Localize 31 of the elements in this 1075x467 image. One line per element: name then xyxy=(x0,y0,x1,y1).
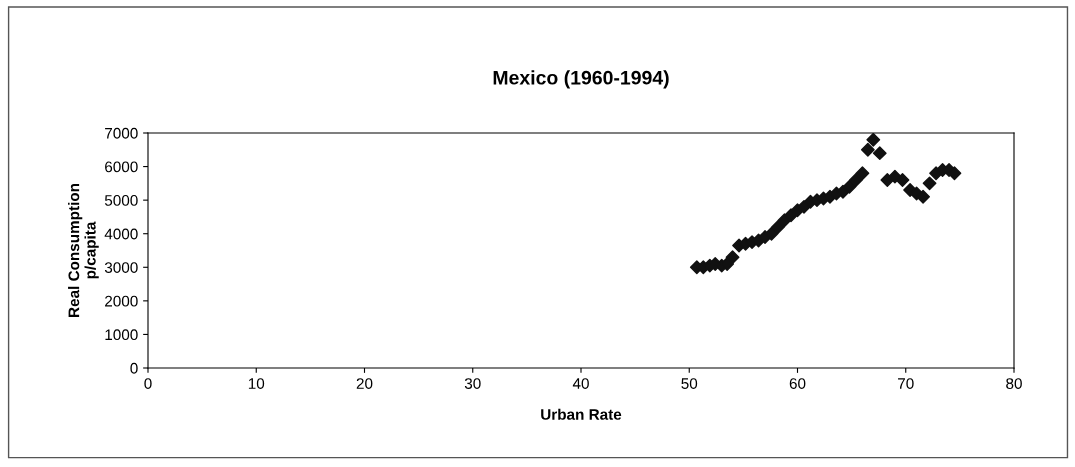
x-tick-label: 50 xyxy=(681,378,698,389)
x-tick-label: 70 xyxy=(898,378,914,389)
x-tick-label: 10 xyxy=(248,378,265,389)
point xyxy=(771,220,785,234)
point xyxy=(922,176,937,191)
y-tick-label: 2000 xyxy=(105,295,138,307)
y-tick-label: 6000 xyxy=(105,161,138,173)
y-tick-label: 5000 xyxy=(104,195,138,206)
point xyxy=(725,250,740,265)
x-tick-label: 80 xyxy=(1006,378,1022,389)
y-axis-title: Real Consumption p/capita xyxy=(68,183,99,317)
point xyxy=(849,173,863,187)
point xyxy=(895,173,910,187)
point xyxy=(855,166,870,181)
y-tick-label: 4000 xyxy=(104,228,138,240)
x-axis-title: Urban Rate xyxy=(541,408,622,420)
y-tick-label: 3000 xyxy=(104,262,138,273)
y-tick-label: 7000 xyxy=(105,127,138,139)
x-tick-label: 60 xyxy=(789,378,806,389)
point xyxy=(860,142,875,157)
y-tick-label: 1000 xyxy=(105,329,138,341)
chart-title: Mexico (1960-1994) xyxy=(493,70,669,89)
y-tick-label: 0 xyxy=(130,362,138,374)
point xyxy=(866,133,881,147)
x-tick-label: 20 xyxy=(356,378,373,389)
point xyxy=(842,179,857,194)
point xyxy=(872,146,887,161)
x-tick-label: 30 xyxy=(464,378,481,389)
x-tick-label: 40 xyxy=(572,378,589,389)
point xyxy=(916,189,930,204)
x-tick-label: 0 xyxy=(144,378,152,389)
